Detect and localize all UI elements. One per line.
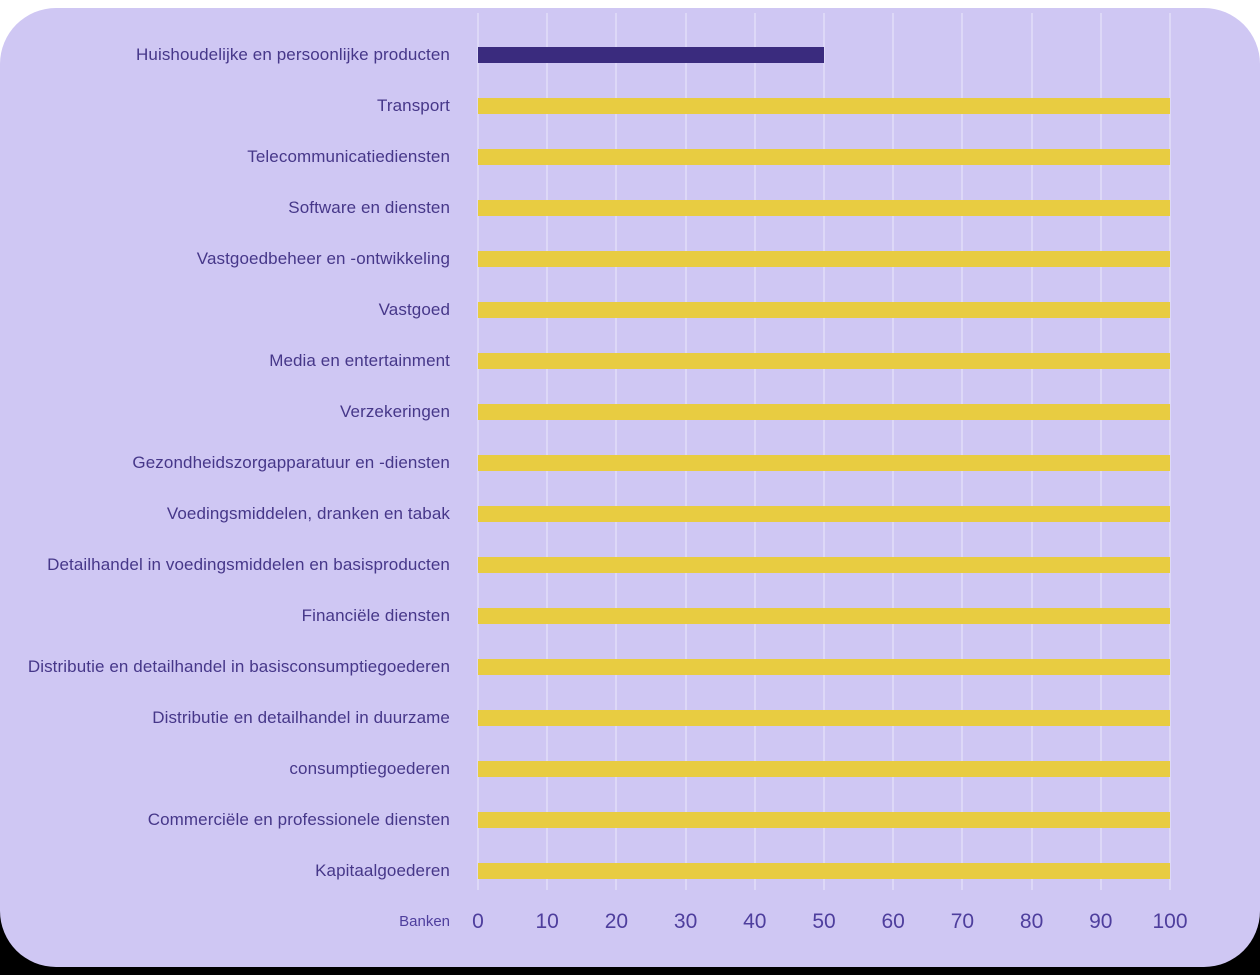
x-tick-label: 50	[812, 910, 836, 933]
gridline	[477, 13, 479, 890]
category-label: Detailhandel in voedingsmiddelen en basi…	[47, 555, 450, 574]
gridline	[892, 13, 895, 890]
category-label: Financiële diensten	[301, 606, 450, 625]
category-label: Verzekeringen	[340, 402, 450, 421]
bar	[478, 608, 1170, 624]
bar	[478, 863, 1170, 879]
bar	[478, 557, 1170, 573]
bar	[478, 761, 1170, 777]
bar	[478, 506, 1170, 522]
category-label: Vastgoedbeheer en -ontwikkeling	[196, 249, 450, 268]
bar	[478, 302, 1170, 318]
category-label: consumptiegoederen	[289, 759, 450, 778]
x-tick-label: 70	[950, 910, 975, 933]
gridline	[961, 13, 964, 890]
x-tick-label: 20	[604, 910, 629, 933]
category-label: Software en diensten	[288, 198, 450, 217]
bar	[478, 149, 1170, 165]
x-tick-label: 80	[1019, 910, 1044, 933]
x-tick-label: 100	[1152, 910, 1188, 933]
bar	[478, 353, 1170, 369]
bar	[478, 404, 1170, 420]
gridline	[684, 13, 687, 890]
bar	[478, 98, 1170, 114]
category-label: Vastgoed	[378, 300, 450, 319]
category-label: Kapitaalgoederen	[315, 861, 450, 880]
gridline	[546, 13, 549, 890]
x-axis-title: Banken	[399, 913, 450, 930]
gridline	[1169, 13, 1171, 890]
category-label: Distributie en detailhandel in basiscons…	[27, 657, 450, 676]
gridline	[823, 13, 825, 890]
x-tick-label: 30	[673, 910, 698, 933]
bar	[478, 455, 1170, 471]
gridline	[1099, 13, 1102, 890]
category-label: Voedingsmiddelen, dranken en tabak	[166, 504, 450, 523]
category-label: Telecommunicatiediensten	[247, 147, 450, 166]
bar-highlighted	[478, 47, 824, 63]
category-label: Commerciële en professionele diensten	[147, 810, 450, 829]
bar	[478, 659, 1170, 675]
chart-card	[0, 8, 1260, 967]
bar	[478, 251, 1170, 267]
category-label: Gezondheidszorgapparatuur en -diensten	[132, 453, 450, 472]
x-tick-label: 60	[881, 910, 905, 933]
gridline	[1030, 13, 1033, 890]
gridline	[615, 13, 618, 890]
category-label: Media en entertainment	[269, 351, 450, 370]
gridline	[753, 13, 756, 890]
bar	[478, 812, 1170, 828]
category-label: Huishoudelijke en persoonlijke producten	[136, 45, 450, 64]
x-tick-label: 40	[743, 910, 767, 933]
x-tick-label: 10	[535, 910, 559, 933]
x-tick-label: 0	[472, 910, 484, 933]
bar	[478, 710, 1170, 726]
x-tick-label: 90	[1089, 910, 1113, 933]
category-label: Transport	[376, 96, 450, 115]
category-label: Distributie en detailhandel in duurzame	[152, 708, 450, 727]
bar	[478, 200, 1170, 216]
